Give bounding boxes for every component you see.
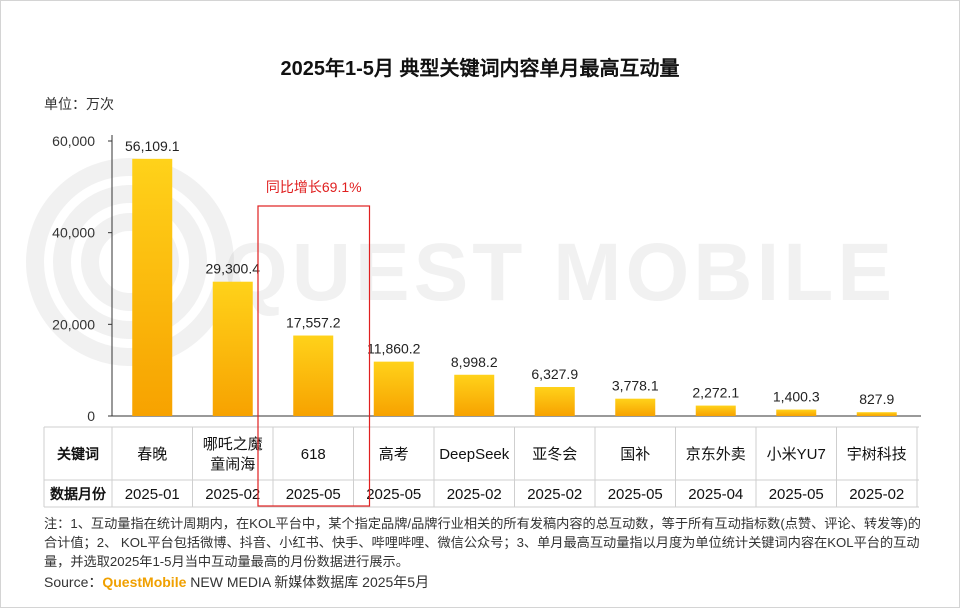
category-label: 618 — [301, 446, 326, 463]
highlight-annotation-group: 同比增长69.1% — [257, 179, 371, 507]
month-label: 2025-05 — [608, 486, 663, 503]
data-label: 1,400.3 — [773, 389, 820, 405]
bar — [695, 405, 736, 416]
month-label: 2025-01 — [125, 486, 180, 503]
category-label: 哪吒之魔童闹海 — [203, 436, 263, 473]
data-label: 6,327.9 — [531, 366, 578, 382]
highlight-box — [257, 205, 371, 507]
month-label: 2025-05 — [286, 486, 341, 503]
bar — [856, 412, 897, 416]
row-header-keyword: 关键词 — [57, 446, 99, 462]
source-suffix: NEW MEDIA 新媒体数据库 2025年5月 — [186, 574, 430, 590]
data-label: 29,300.4 — [206, 261, 261, 277]
month-label: 2025-02 — [527, 486, 582, 503]
month-label: 2025-02 — [447, 486, 502, 503]
category-label: 京东外卖 — [686, 446, 746, 463]
bar — [373, 361, 414, 416]
bar — [132, 158, 173, 416]
chart-title: 2025年1-5月 典型关键词内容单月最高互动量 — [280, 58, 680, 80]
data-label: 827.9 — [859, 391, 894, 407]
month-label: 2025-02 — [205, 486, 260, 503]
category-label: 春晚 — [137, 446, 167, 463]
row-header-month: 数据月份 — [50, 486, 107, 502]
bar — [293, 335, 334, 416]
bar — [534, 386, 575, 416]
category-label: 高考 — [379, 446, 409, 463]
month-label: 2025-05 — [769, 486, 824, 503]
watermark-logo — [26, 158, 234, 366]
category-label: 亚冬会 — [532, 446, 577, 463]
y-tick-label: 0 — [87, 408, 95, 424]
data-label: 2,272.1 — [692, 385, 739, 401]
y-tick-label: 60,000 — [52, 133, 95, 149]
unit-label: 单位：万次 — [44, 96, 114, 112]
category-label: 宇树科技 — [847, 446, 907, 463]
y-tick-label: 40,000 — [52, 225, 95, 241]
bar — [615, 398, 656, 416]
category-label: 小米YU7 — [767, 446, 826, 463]
category-label: DeepSeek — [439, 446, 510, 463]
data-label: 17,557.2 — [286, 315, 341, 331]
data-label: 56,109.1 — [125, 138, 180, 154]
month-label: 2025-02 — [849, 486, 904, 503]
highlight-annotation: 同比增长69.1% — [266, 179, 362, 195]
bar — [454, 374, 495, 416]
data-label: 8,998.2 — [451, 354, 498, 370]
bar — [776, 409, 817, 416]
month-label: 2025-05 — [366, 486, 421, 503]
bar — [212, 281, 253, 416]
y-tick-label: 20,000 — [52, 316, 95, 332]
watermark: QUEST MOBILE — [26, 158, 896, 366]
bars: 56,109.1 29,300.4 17,557.2 11,860.2 8,998.2 6… — [125, 138, 897, 416]
data-label: 11,860.2 — [367, 341, 421, 357]
source-line: Source：QuestMobile NEW MEDIA 新媒体数据库 2025… — [44, 572, 429, 592]
category-label: 国补 — [620, 446, 650, 463]
month-label: 2025-04 — [688, 486, 743, 503]
watermark-text: QUEST MOBILE — [224, 227, 896, 318]
data-label: 3,778.1 — [612, 378, 659, 394]
footnotes: 注：1、互动量指在统计周期内，在KOL平台中，某个指定品牌/品牌行业相关的所有发… — [44, 516, 921, 569]
source-brand: QuestMobile — [102, 574, 187, 590]
source-prefix: Source： — [44, 574, 103, 590]
